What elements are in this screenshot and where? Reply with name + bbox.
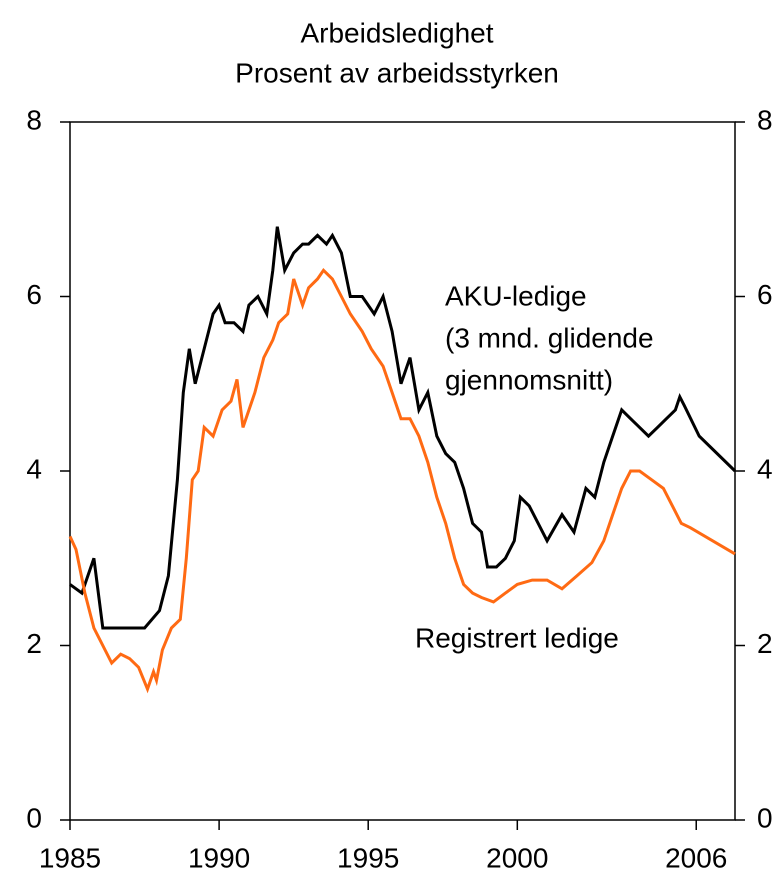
y2-tick-label: 0 <box>757 802 773 833</box>
y-tick-label: 4 <box>26 453 42 484</box>
y2-tick-label: 4 <box>757 453 773 484</box>
y-tick-label: 6 <box>26 279 42 310</box>
y2-tick-label: 2 <box>757 628 773 659</box>
x-tick-label: 1985 <box>39 842 101 873</box>
series-line <box>68 267 736 694</box>
series-line <box>69 226 737 630</box>
series-label: Registrert ledige <box>415 622 619 653</box>
y2-tick-label: 8 <box>757 104 773 135</box>
series-label: AKU-ledige <box>445 280 587 311</box>
x-tick-label: 2006 <box>665 842 727 873</box>
chart-subtitle: Prosent av arbeidsstyrken <box>235 57 559 88</box>
x-tick-label: 2000 <box>486 842 548 873</box>
y2-tick-label: 6 <box>757 279 773 310</box>
y-tick-label: 2 <box>26 628 42 659</box>
y-tick-label: 8 <box>26 104 42 135</box>
series-label: (3 mnd. glidende <box>445 322 654 353</box>
series-label: gjennomsnitt) <box>445 364 613 395</box>
x-tick-label: 1995 <box>337 842 399 873</box>
chart-title: Arbeidsledighet <box>300 17 493 48</box>
x-tick-label: 1990 <box>188 842 250 873</box>
y-tick-label: 0 <box>26 802 42 833</box>
